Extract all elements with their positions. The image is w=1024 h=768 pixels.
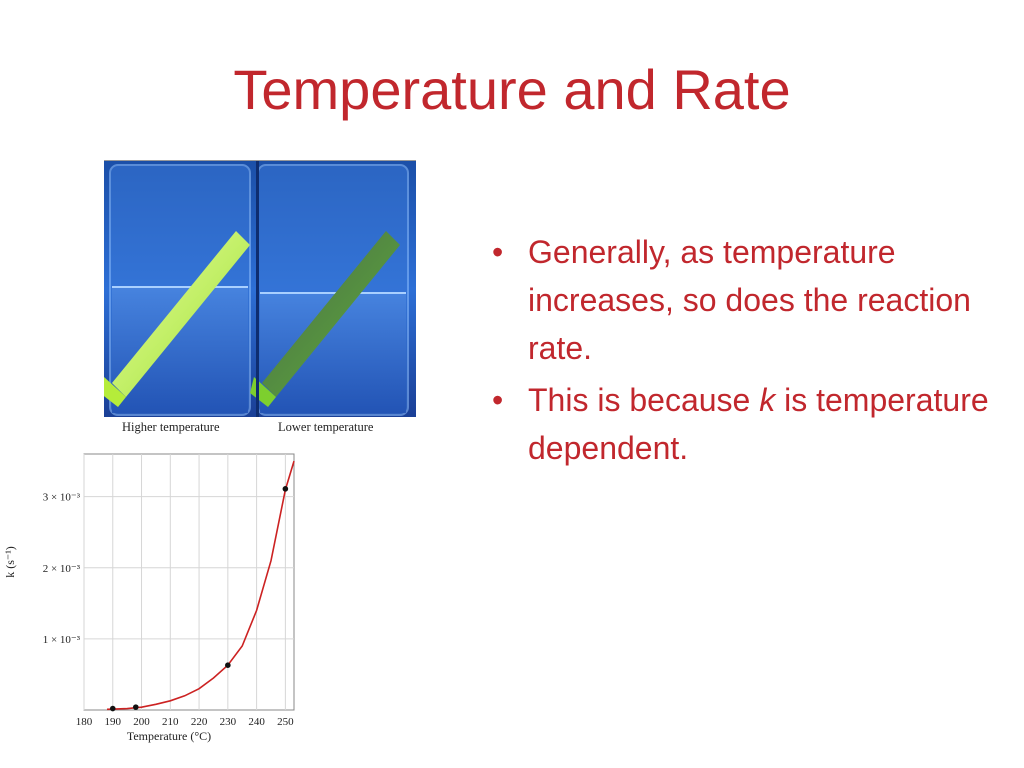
data-point [109,705,116,712]
glowstick-photo [104,160,416,417]
bullet-item: This is because k is temperature depende… [490,376,1010,472]
x-axis-label: Temperature (°C) [127,729,211,743]
data-point [132,704,139,710]
glowstick-photo-figure: Higher temperature Lower temperature [100,156,418,438]
chart-svg: 180 190 200 210 220 230 240 250 1 × 10⁻³ 2 × 10⁻³… [3,453,295,743]
data-point [282,486,289,492]
x-tick-label: 190 [105,716,122,728]
x-tick-label: 210 [162,716,179,728]
x-tick-label: 250 [277,716,294,728]
bullet-item: Generally, as temperature increases, so … [490,228,1010,372]
bullet-text-after: is temperature dependent. [528,382,989,466]
data-point [225,662,231,668]
x-tick-label: 200 [133,716,150,728]
bullet-text-before: This is because [528,382,760,418]
y-axis-label: k (s⁻¹) [3,546,17,578]
rate-constant-chart: 180 190 200 210 220 230 240 250 1 × 10⁻³ 2 × 10⁻³… [0,450,318,743]
rate-curve [106,460,295,711]
x-tick-label: 230 [220,716,237,728]
slide-title: Temperature and Rate [233,58,791,121]
y-tick-label: 1 × 10⁻³ [43,634,81,646]
plot-area [83,453,295,711]
x-tick-label: 240 [248,716,265,728]
bullet-text: Generally, as temperature increases, so … [528,234,971,366]
y-tick-label: 3 × 10⁻³ [43,492,81,504]
caption-lower-temperature: Lower temperature [278,420,374,434]
y-tick-label: 2 × 10⁻³ [43,563,81,575]
caption-higher-temperature: Higher temperature [122,420,220,434]
bullet-list: Generally, as temperature increases, so … [490,228,1010,476]
glowstick-photo-image [104,161,416,417]
x-tick-label: 180 [76,716,93,728]
x-tick-label: 220 [191,716,208,728]
bullet-k-symbol: k [759,382,776,418]
